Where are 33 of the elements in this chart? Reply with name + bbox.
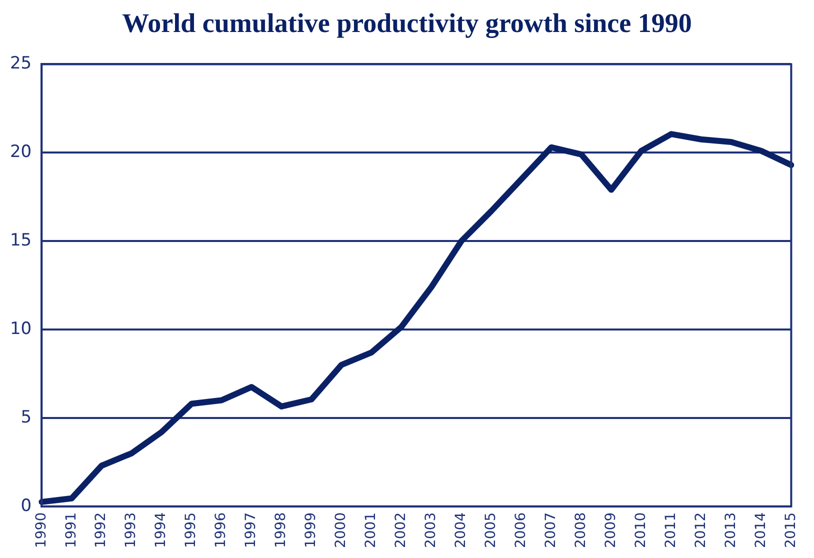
x-tick-label: 2002 [393,512,410,548]
x-tick-label: 1991 [63,512,80,548]
x-tick-label: 2005 [483,512,500,548]
x-tick-label: 1996 [213,512,230,548]
chart-title: World cumulative productivity growth since 1990 [121,8,693,40]
y-tick-label: 25 [10,54,32,74]
x-tick-label: 2012 [692,512,709,548]
x-tick-label: 1999 [303,512,320,548]
x-tick-label: 2000 [333,512,350,548]
x-tick-label: 1993 [123,512,140,548]
x-tick-label: 2007 [542,512,559,548]
x-tick-label: 1990 [33,512,50,548]
x-tick-label: 1995 [183,512,200,548]
y-tick-label: 15 [10,230,32,250]
y-tick-label: 5 [20,407,32,428]
x-tick-label: 2014 [752,512,769,548]
x-tick-label: 2001 [363,512,380,548]
x-tick-label: 2013 [722,512,739,548]
x-tick-label: 2011 [662,512,679,548]
x-tick-label: 2010 [632,512,649,548]
x-tick-label: 2006 [512,512,529,548]
x-tick-label: 1992 [93,512,110,548]
x-tick-label: 2008 [572,512,589,548]
y-tick-label: 10 [10,318,32,339]
x-tick-label: 1997 [243,512,260,548]
x-tick-label: 2004 [453,512,470,548]
x-tick-label: 1994 [153,512,170,548]
x-tick-label: 1998 [273,512,290,548]
y-tick-label: 0 [20,496,32,516]
x-tick-label: 2015 [782,512,799,548]
y-tick-label: 20 [10,142,32,162]
x-tick-label: 2009 [602,512,619,548]
x-tick-label: 2003 [423,512,440,548]
